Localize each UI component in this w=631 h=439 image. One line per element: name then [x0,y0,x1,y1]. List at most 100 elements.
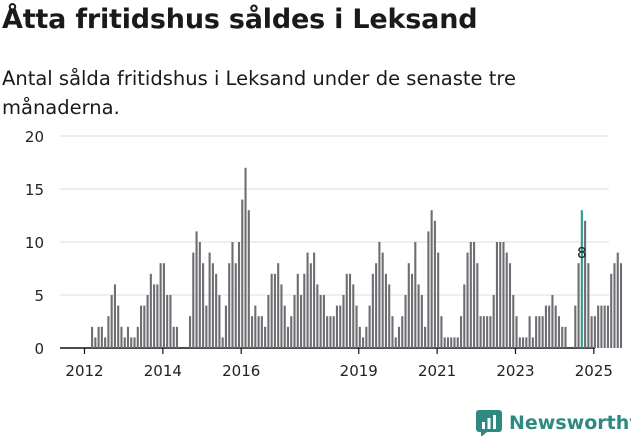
bar [424,326,427,348]
y-tick-label: 5 [34,287,44,305]
x-tick-label: 2014 [144,362,182,380]
bar [313,252,316,348]
bar [525,337,528,348]
bar [587,263,590,348]
bar [332,316,335,348]
bar [420,295,423,348]
bar [335,305,338,348]
y-tick-label: 20 [25,128,44,146]
bar [502,242,505,348]
bar [130,337,133,348]
bar [590,316,593,348]
bar [254,305,257,348]
bar [512,295,515,348]
bar [381,252,384,348]
bar [388,284,391,348]
bar [378,242,381,348]
newsworthy-logo-icon [476,410,502,436]
bar [309,263,312,348]
bar [286,326,290,348]
bar [251,316,254,348]
bar [371,273,374,348]
y-tick-label: 10 [25,234,44,252]
bar [110,295,113,348]
bar-chart: 0 5 10 15 20 8 2012 2014 2016 2019 2021 2023 2025 [25,128,623,380]
bar [417,284,420,348]
bar [414,242,417,348]
brand-name: Newsworthy [509,412,631,434]
x-tick-label: 2019 [340,362,378,380]
bar [149,273,152,348]
bar [459,316,463,348]
bar-series [91,167,623,348]
bar [499,242,502,348]
chart-subtitle: Antal sålda fritidshus i Leksand under d… [2,67,516,119]
bar [355,305,358,348]
bar [339,305,342,348]
bar [538,316,541,348]
bar [247,210,250,348]
bar [195,231,198,348]
bar [156,284,159,348]
bar [535,316,538,348]
bar [120,326,123,348]
bar [584,220,587,348]
bar [407,263,410,348]
bar [348,273,352,348]
bar [482,316,485,348]
bar [293,295,296,348]
bar [616,252,619,348]
axis-labels: 0 5 10 15 20 8 2012 2014 2016 2019 2021 2023 2025 [25,128,613,380]
bar [541,316,544,348]
bar [397,326,401,348]
bar [469,242,472,348]
bar [143,305,146,348]
bar [166,295,169,348]
bar [326,316,329,348]
bar [440,316,443,348]
bar [443,337,446,348]
bar [234,263,237,348]
bar [296,273,299,348]
bar [548,305,551,348]
bar [619,263,623,348]
bar [557,316,561,348]
bar [450,337,453,348]
bar [391,316,394,348]
bar [430,210,433,348]
bar [401,316,404,348]
bar [162,263,165,348]
bar [153,284,156,348]
bar [358,326,361,348]
bar [518,337,521,348]
newsworthy-brand[interactable]: Newsworthy [476,407,631,439]
x-tick-label: 2021 [418,362,456,380]
bar [613,263,616,348]
x-tick-label: 2016 [222,362,260,380]
bar [384,273,387,348]
bar [241,199,244,348]
bar [224,305,227,348]
bar [100,326,103,348]
bar [606,305,609,348]
bar [257,316,260,348]
bar [375,263,378,348]
data-label: 8 [577,244,587,262]
bar [394,337,397,348]
bar [515,316,518,348]
bar [267,295,270,348]
bar [505,252,508,348]
bar [561,326,564,348]
bar [175,326,179,348]
chart-title: Åtta fritidshus såldes i Leksand [2,4,478,35]
bar [113,284,116,348]
bar [146,295,149,348]
bar [564,326,567,348]
y-tick-label: 15 [25,181,44,199]
bar [306,252,309,348]
bar [476,263,479,348]
bar [479,316,482,348]
bar [574,305,577,348]
bar [453,337,456,348]
bar [368,305,371,348]
